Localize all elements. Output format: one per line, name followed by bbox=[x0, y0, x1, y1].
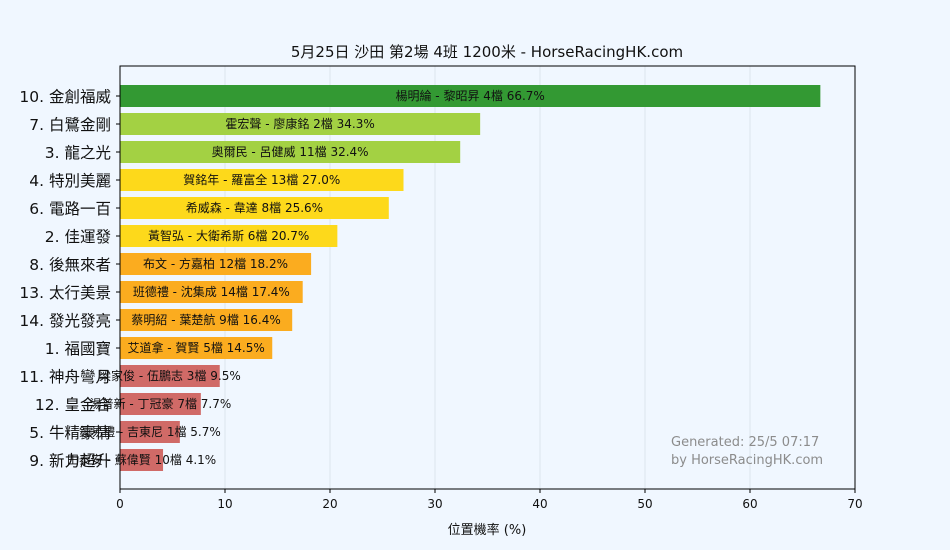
y-tick-label: 1. 福國寶 bbox=[45, 339, 111, 358]
bar-label: 鍾易禮 - 吉東尼 1檔 5.7% bbox=[79, 425, 221, 439]
bar-label: 奧爾民 - 呂健威 11檔 32.4% bbox=[212, 145, 369, 159]
bar-label: 梁家俊 - 伍鵬志 3檔 9.5% bbox=[99, 368, 241, 383]
x-tick-label: 0 bbox=[116, 497, 124, 511]
x-tick-label: 50 bbox=[637, 497, 652, 511]
y-tick-label: 13. 太行美景 bbox=[19, 284, 111, 302]
y-tick-label: 12. 皇金合 bbox=[35, 396, 112, 414]
x-axis-ticks: 0 10 20 30 40 50 60 70 bbox=[116, 489, 863, 511]
bar bbox=[120, 85, 821, 107]
bar-label: 黃智弘 - 大衛希斯 6檔 20.7% bbox=[148, 228, 309, 243]
bar bbox=[120, 309, 293, 331]
y-tick-label: 2. 佳運發 bbox=[45, 228, 111, 246]
y-tick-label: 7. 白鷺金剛 bbox=[29, 116, 111, 134]
bar-label: 班德禮 - 沈集成 14檔 17.4% bbox=[133, 284, 290, 299]
bar-label: 蔡明紹 - 葉楚航 9檔 16.4% bbox=[131, 312, 280, 327]
grid-lines bbox=[224, 66, 751, 489]
bar-label: 湯普新 - 丁冠豪 7檔 7.7% bbox=[90, 396, 232, 411]
y-tick-label: 10. 金創福威 bbox=[19, 88, 111, 106]
bar bbox=[120, 421, 180, 443]
y-axis-labels: 10. 金創福威 7. 白鷺金剛 3. 龍之光 4. 特別美麗 6. 電路一百 2. 佳運… bbox=[19, 88, 120, 470]
y-tick-label: 11. 神舟彎月 bbox=[19, 368, 111, 386]
bar-label: 田泰安 - 蘇偉賢 10檔 4.1% bbox=[67, 452, 216, 467]
bar bbox=[120, 253, 312, 275]
bar bbox=[120, 281, 303, 303]
bar bbox=[120, 169, 404, 191]
y-tick-label: 5. 牛精豪情 bbox=[29, 423, 111, 442]
y-tick-label: 14. 發光發亮 bbox=[19, 312, 111, 330]
chart-title: 5月25日 沙田 第2場 4班 1200米 - HorseRacingHK.co… bbox=[291, 43, 683, 61]
y-tick-label: 4. 特別美麗 bbox=[29, 172, 111, 190]
bar-labels: 楊明綸 - 黎昭昇 4檔 66.7% 霍宏聲 - 廖康銘 2檔 34.3% 奧爾民 … bbox=[67, 88, 545, 467]
x-tick-label: 30 bbox=[427, 497, 442, 511]
x-tick-label: 70 bbox=[847, 497, 862, 511]
y-tick-label: 8. 後無來者 bbox=[29, 256, 111, 274]
bar bbox=[120, 141, 461, 163]
watermark-generated: Generated: 25/5 07:17 bbox=[671, 435, 819, 450]
plot-area bbox=[120, 66, 855, 489]
bar-label: 希威森 - 韋達 8檔 25.6% bbox=[186, 200, 323, 215]
bar-label: 賀銘年 - 羅富全 13檔 27.0% bbox=[183, 172, 340, 187]
x-tick-label: 20 bbox=[322, 497, 337, 511]
bar bbox=[120, 393, 201, 415]
bar-label: 布文 - 方嘉柏 12檔 18.2% bbox=[143, 256, 288, 271]
bar bbox=[120, 225, 338, 247]
y-tick-label: 3. 龍之光 bbox=[45, 144, 111, 162]
bar bbox=[120, 365, 220, 387]
bar-label: 楊明綸 - 黎昭昇 4檔 66.7% bbox=[395, 88, 544, 103]
watermark-site: by HorseRacingHK.com bbox=[671, 453, 823, 468]
x-tick-label: 40 bbox=[532, 497, 547, 511]
plot-frame bbox=[119, 65, 856, 490]
bars bbox=[120, 85, 821, 471]
bar bbox=[120, 449, 164, 471]
y-tick-label: 9. 新力超升 bbox=[29, 452, 111, 470]
bar bbox=[120, 337, 273, 359]
bar-label: 霍宏聲 - 廖康銘 2檔 34.3% bbox=[225, 116, 374, 131]
x-tick-label: 10 bbox=[217, 497, 232, 511]
y-tick-label: 6. 電路一百 bbox=[29, 200, 111, 218]
bar-label: 艾道拿 - 賀賢 5檔 14.5% bbox=[127, 340, 264, 355]
bar bbox=[120, 197, 389, 219]
bar bbox=[120, 113, 481, 135]
x-tick-label: 60 bbox=[742, 497, 757, 511]
x-axis-label: 位置機率 (%) bbox=[448, 522, 527, 538]
